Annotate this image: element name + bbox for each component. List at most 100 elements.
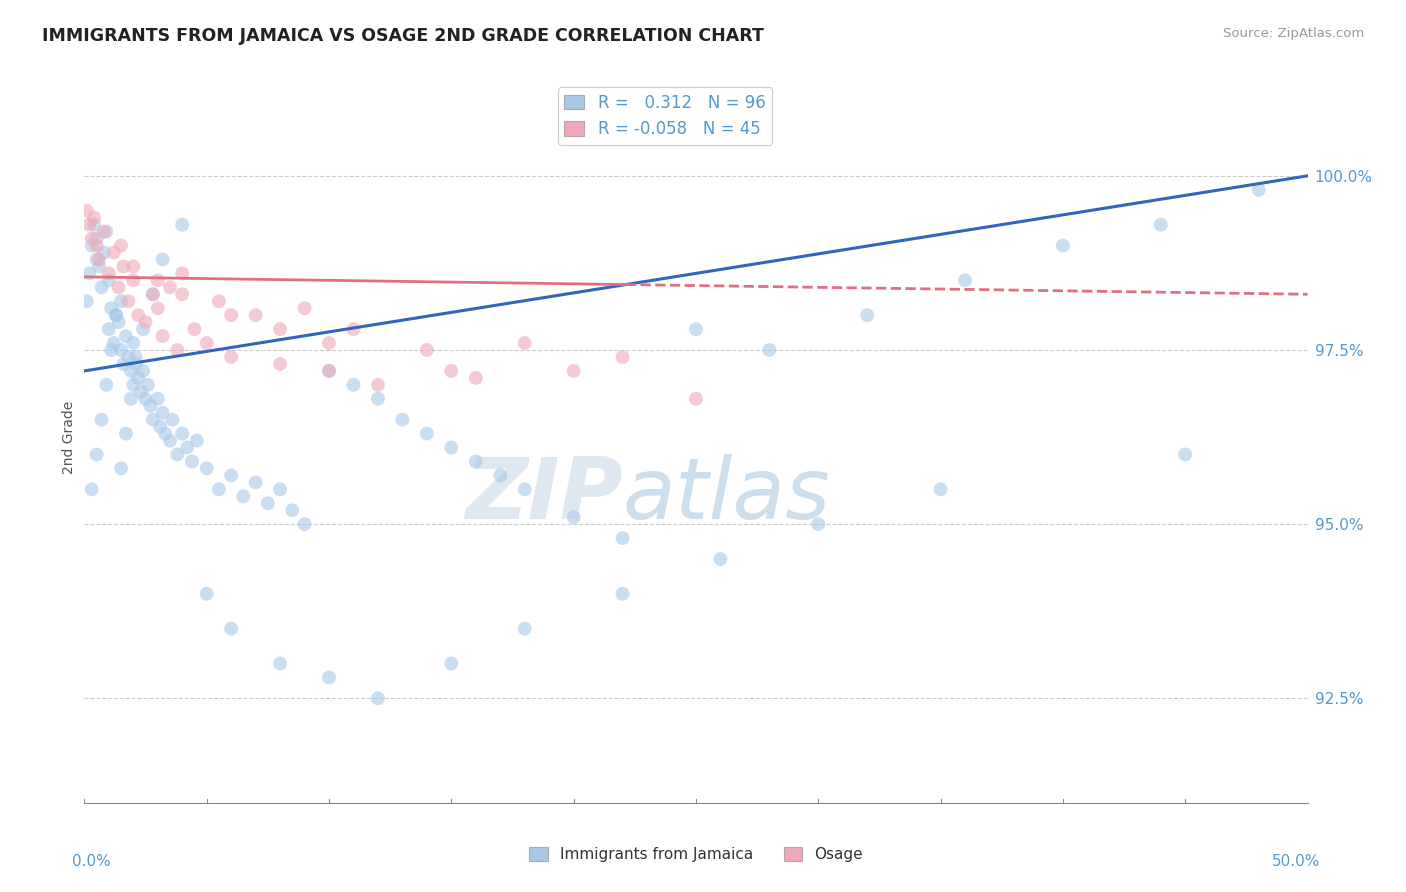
- Point: [103, 245, 125, 260]
- Point: [269, 657, 291, 671]
- Point: [391, 412, 413, 426]
- Point: [90, 280, 112, 294]
- Point: [159, 434, 181, 448]
- Point: [77, 266, 100, 280]
- Point: [80, 483, 103, 497]
- Text: IMMIGRANTS FROM JAMAICA VS OSAGE 2ND GRADE CORRELATION CHART: IMMIGRANTS FROM JAMAICA VS OSAGE 2ND GRA…: [42, 27, 763, 45]
- Point: [172, 266, 194, 280]
- Point: [166, 343, 188, 357]
- Point: [181, 454, 204, 468]
- Point: [107, 280, 129, 294]
- Point: [97, 273, 120, 287]
- Point: [1150, 218, 1173, 232]
- Point: [76, 294, 98, 309]
- Point: [115, 329, 138, 343]
- Point: [146, 301, 169, 316]
- Text: ZIP: ZIP: [465, 454, 623, 537]
- Point: [86, 448, 108, 462]
- Point: [136, 377, 159, 392]
- Point: [929, 483, 952, 497]
- Point: [195, 461, 218, 475]
- Point: [440, 657, 463, 671]
- Point: [318, 336, 340, 351]
- Point: [97, 322, 120, 336]
- Point: [245, 308, 267, 322]
- Point: [513, 336, 536, 351]
- Point: [709, 552, 731, 566]
- Point: [195, 587, 218, 601]
- Point: [127, 308, 149, 322]
- Text: atlas: atlas: [623, 454, 831, 537]
- Point: [612, 587, 634, 601]
- Point: [152, 252, 174, 267]
- Y-axis label: 2nd Grade: 2nd Grade: [62, 401, 76, 474]
- Point: [685, 392, 707, 406]
- Point: [129, 384, 152, 399]
- Point: [152, 406, 174, 420]
- Point: [159, 280, 181, 294]
- Point: [219, 468, 242, 483]
- Point: [318, 364, 340, 378]
- Point: [186, 434, 208, 448]
- Point: [122, 260, 145, 274]
- Point: [269, 322, 291, 336]
- Point: [83, 218, 105, 232]
- Point: [1174, 448, 1197, 462]
- Point: [120, 392, 142, 406]
- Point: [416, 343, 439, 357]
- Point: [513, 483, 536, 497]
- Point: [464, 454, 486, 468]
- Point: [464, 371, 486, 385]
- Point: [612, 350, 634, 364]
- Point: [232, 489, 254, 503]
- Point: [807, 517, 830, 532]
- Point: [367, 377, 389, 392]
- Point: [342, 377, 364, 392]
- Text: Source: ZipAtlas.com: Source: ZipAtlas.com: [1223, 27, 1364, 40]
- Point: [294, 301, 316, 316]
- Point: [122, 273, 145, 287]
- Point: [117, 350, 139, 364]
- Point: [489, 468, 512, 483]
- Point: [117, 294, 139, 309]
- Point: [122, 336, 145, 351]
- Point: [93, 225, 115, 239]
- Point: [318, 670, 340, 684]
- Point: [76, 203, 98, 218]
- Point: [132, 322, 155, 336]
- Point: [139, 399, 162, 413]
- Point: [149, 419, 172, 434]
- Point: [146, 392, 169, 406]
- Point: [112, 260, 135, 274]
- Point: [953, 273, 976, 287]
- Point: [77, 218, 100, 232]
- Point: [96, 377, 118, 392]
- Point: [132, 364, 155, 378]
- Point: [294, 517, 316, 532]
- Point: [122, 377, 145, 392]
- Point: [86, 238, 108, 252]
- Point: [219, 622, 242, 636]
- Point: [367, 691, 389, 706]
- Point: [135, 315, 157, 329]
- Point: [107, 315, 129, 329]
- Point: [318, 364, 340, 378]
- Point: [208, 483, 231, 497]
- Point: [612, 531, 634, 545]
- Legend: Immigrants from Jamaica, Osage: Immigrants from Jamaica, Osage: [523, 841, 869, 868]
- Point: [856, 308, 879, 322]
- Point: [281, 503, 304, 517]
- Point: [1052, 238, 1074, 252]
- Point: [110, 294, 132, 309]
- Point: [172, 426, 194, 441]
- Point: [87, 260, 110, 274]
- Point: [105, 308, 128, 322]
- Point: [257, 496, 280, 510]
- Point: [87, 252, 110, 267]
- Point: [93, 245, 115, 260]
- Point: [685, 322, 707, 336]
- Point: [90, 412, 112, 426]
- Point: [100, 301, 122, 316]
- Point: [172, 287, 194, 301]
- Point: [83, 211, 105, 225]
